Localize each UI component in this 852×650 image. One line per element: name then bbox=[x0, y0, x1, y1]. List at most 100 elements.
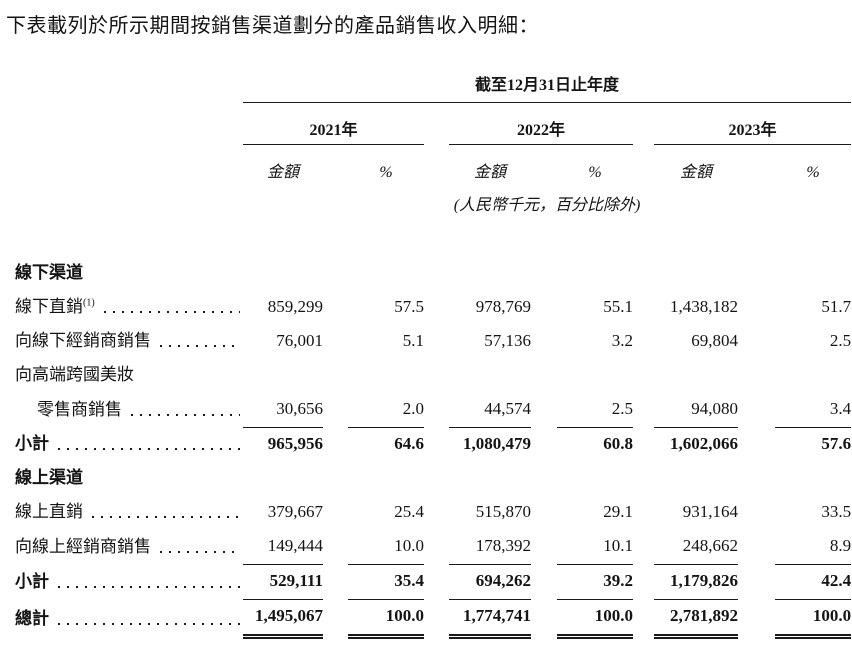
row-label-cell: 零售商銷售 bbox=[15, 393, 243, 428]
column-gap bbox=[424, 291, 449, 325]
column-gap bbox=[323, 496, 348, 530]
year-header-row: 2021年 2022年 2023年 bbox=[15, 102, 852, 145]
spacer-row bbox=[15, 215, 851, 257]
intro-text: 下表載列於所示期間按銷售渠道劃分的產品銷售收入明細： bbox=[6, 15, 539, 37]
table-row: 總計 1,495,067 100.0 1,774,741 100.0 2,781,892 1… bbox=[15, 599, 852, 639]
percent-column-header: % bbox=[379, 164, 393, 181]
amount-value: 965,956 bbox=[267, 434, 323, 453]
column-gap bbox=[323, 393, 348, 428]
table-row: 小計 965,956 64.6 1,080,479 60.8 1,602,066 57.6 bbox=[15, 428, 851, 463]
row-label: 線上渠道 bbox=[15, 468, 83, 487]
amount-value: 859,299 bbox=[267, 297, 323, 316]
column-gap bbox=[323, 565, 348, 600]
percent-value: 51.7 bbox=[821, 297, 852, 316]
dot-leader bbox=[160, 550, 240, 553]
amount-column-header: 金額 bbox=[266, 164, 299, 181]
amount-value: 149,444 bbox=[243, 530, 323, 565]
column-gap bbox=[424, 325, 449, 359]
year-header-2021: 2021年 bbox=[243, 102, 424, 145]
row-label-cell: 線下渠道 bbox=[15, 257, 243, 291]
amount-value: 515,870 bbox=[475, 502, 531, 521]
table-row: 線上直銷 379,667 25.4 515,870 29.1 931,164 33.5 bbox=[15, 496, 851, 530]
amount-value: 178,392 bbox=[449, 530, 531, 565]
column-gap bbox=[531, 565, 557, 600]
dot-leader bbox=[58, 622, 240, 625]
percent-value: 2.0 bbox=[348, 393, 424, 428]
amount-column-header: 金額 bbox=[679, 164, 712, 181]
column-gap bbox=[531, 600, 557, 637]
amount-value: 1,774,741 bbox=[449, 599, 531, 639]
percent-value: 3.2 bbox=[611, 331, 633, 350]
table-row: 向高端跨國美妝 bbox=[15, 359, 851, 393]
column-gap bbox=[531, 496, 557, 530]
column-gap bbox=[633, 600, 654, 637]
amount-value: 2,781,892 bbox=[654, 599, 738, 639]
column-gap bbox=[633, 530, 654, 565]
column-gap bbox=[738, 530, 775, 565]
column-gap bbox=[738, 428, 775, 463]
row-label-cell: 線上渠道 bbox=[15, 462, 243, 496]
span-header-row: 截至12月31日止年度 bbox=[15, 70, 852, 103]
table-row: 線下渠道 bbox=[15, 257, 851, 291]
amount-value: 694,262 bbox=[449, 564, 531, 600]
amount-value: 76,001 bbox=[276, 331, 323, 350]
percent-value: 57.5 bbox=[394, 297, 424, 316]
dot-leader bbox=[160, 345, 240, 347]
amount-value: 44,574 bbox=[449, 393, 531, 428]
column-gap bbox=[633, 325, 654, 359]
column-gap bbox=[633, 496, 654, 530]
period-span-header: 截至12月31日止年度 bbox=[243, 70, 852, 103]
row-label-cell: 總計 bbox=[15, 600, 243, 637]
percent-value: 100.0 bbox=[348, 599, 424, 639]
unit-note-row: (人民幣千元，百分比除外) bbox=[15, 182, 851, 215]
column-gap bbox=[531, 530, 557, 565]
table-body: 線下渠道 線下直銷(1) 859,299 57.5 978,769 55.1 1,438,1… bbox=[15, 257, 852, 639]
row-label-cell: 小計 bbox=[15, 565, 243, 600]
dot-leader bbox=[131, 413, 240, 416]
amount-value: 69,804 bbox=[691, 331, 738, 350]
row-label: 線下直銷(1) bbox=[15, 297, 95, 316]
column-gap bbox=[738, 291, 775, 325]
percent-value: 64.6 bbox=[394, 434, 424, 453]
percent-value: 60.8 bbox=[603, 434, 633, 453]
percent-value: 100.0 bbox=[557, 599, 633, 639]
row-label: 小計 bbox=[15, 571, 49, 591]
percent-value: 3.4 bbox=[775, 393, 852, 428]
column-gap bbox=[323, 325, 348, 359]
amount-value: 1,179,826 bbox=[654, 564, 738, 600]
table-row: 小計 529,111 35.4 694,262 39.2 1,179,826 42.4 bbox=[15, 564, 852, 600]
dot-leader bbox=[103, 311, 240, 313]
row-label: 向線下經銷商銷售 bbox=[15, 331, 151, 350]
row-label-cell: 向線下經銷商銷售 bbox=[15, 325, 243, 359]
column-gap bbox=[531, 325, 557, 359]
percent-value: 25.4 bbox=[394, 502, 424, 521]
table-row: 線上渠道 bbox=[15, 462, 851, 496]
percent-value: 33.5 bbox=[821, 502, 852, 521]
amount-value: 248,662 bbox=[654, 530, 738, 565]
row-label: 零售商銷售 bbox=[37, 399, 122, 419]
column-gap bbox=[424, 530, 449, 565]
empty-values-cell bbox=[243, 359, 851, 393]
amount-value: 94,080 bbox=[654, 393, 738, 428]
row-label: 向線上經銷商銷售 bbox=[15, 536, 151, 556]
amount-value: 57,136 bbox=[484, 331, 531, 350]
amount-value: 529,111 bbox=[243, 564, 323, 600]
percent-value: 5.1 bbox=[402, 331, 424, 350]
percent-value: 55.1 bbox=[603, 297, 633, 316]
table-row: 零售商銷售 30,656 2.0 44,574 2.5 94,080 3.4 bbox=[15, 393, 852, 428]
column-gap bbox=[738, 496, 775, 530]
percent-value: 10.0 bbox=[348, 530, 424, 565]
dot-leader bbox=[58, 448, 240, 450]
amount-value: 931,164 bbox=[682, 502, 738, 521]
empty-values-cell bbox=[243, 462, 851, 496]
empty-values-cell bbox=[243, 257, 851, 291]
column-gap bbox=[633, 393, 654, 428]
percent-value: 57.6 bbox=[821, 434, 852, 453]
amount-value: 1,602,066 bbox=[670, 434, 738, 453]
column-gap bbox=[424, 565, 449, 600]
column-gap bbox=[738, 393, 775, 428]
amount-value: 978,769 bbox=[475, 297, 531, 316]
percent-column-header: % bbox=[588, 164, 602, 181]
column-gap bbox=[738, 600, 775, 637]
